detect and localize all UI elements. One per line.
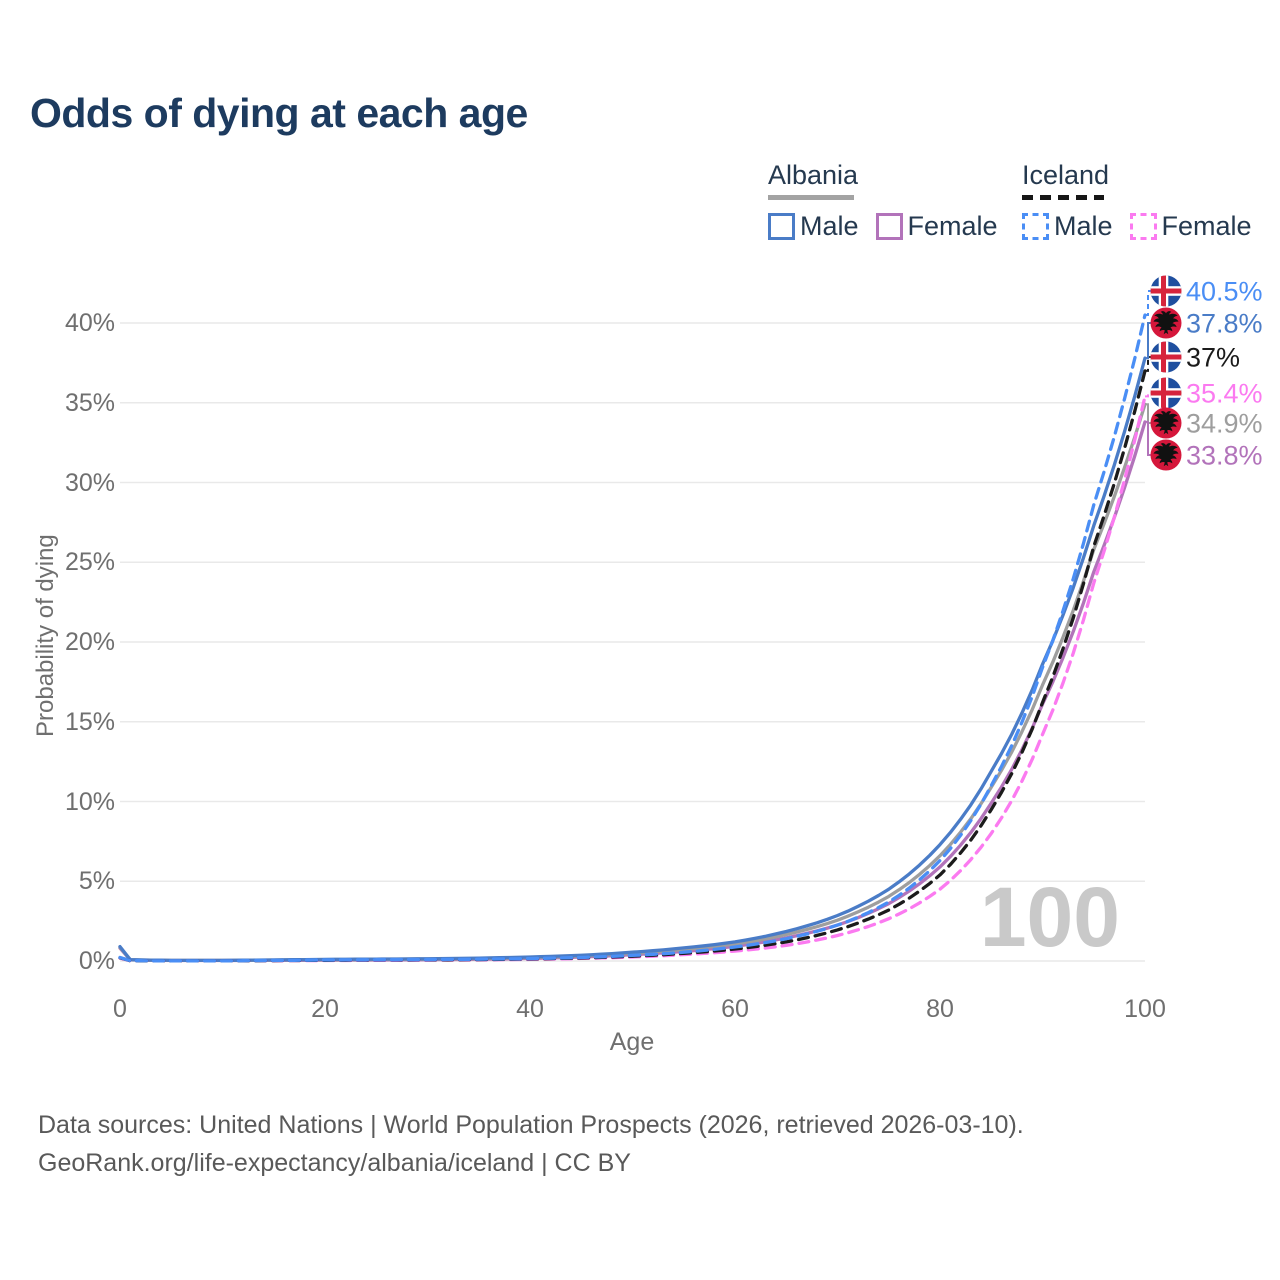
legend-item-albania-female[interactable]: Female <box>875 211 998 242</box>
iceland-flag-icon <box>1150 377 1182 409</box>
age-watermark: 100 <box>980 870 1120 964</box>
y-tick-label: 40% <box>64 309 115 337</box>
y-tick-label: 5% <box>78 867 115 896</box>
legend-item-iceland-female[interactable]: Female <box>1129 211 1252 242</box>
end-label-value: 37.8% <box>1186 309 1263 339</box>
albania-female-swatch-icon <box>875 213 903 240</box>
legend-country-albania: Albania <box>768 160 859 190</box>
page-title: Odds of dying at each age <box>30 90 528 136</box>
albania-flag-icon <box>1150 407 1182 439</box>
y-tick-label: 0% <box>78 947 115 975</box>
legend-country-iceland: Iceland <box>1022 160 1110 190</box>
legend-label-albania-female: Female <box>907 211 998 241</box>
iceland-male-swatch-icon <box>1022 213 1049 240</box>
end-label-connector <box>1145 420 1151 456</box>
footer-url: GeoRank.org/life-expectancy/albania/icel… <box>38 1149 631 1177</box>
x-tick-label: 20 <box>311 995 339 1023</box>
iceland-flag-icon <box>1150 275 1182 307</box>
legend-underline-iceland-dashed <box>1022 195 1104 200</box>
end-label-value: 40.5% <box>1186 277 1263 307</box>
y-tick-label: 20% <box>64 628 115 656</box>
end-label-connector <box>1145 290 1151 316</box>
footer: Data sources: United Nations | World Pop… <box>38 1106 1024 1182</box>
legend-label-iceland-male: Male <box>1054 211 1113 241</box>
x-tick-label: 40 <box>516 995 544 1023</box>
x-tick-label: 60 <box>721 995 749 1023</box>
iceland-flag-icon <box>1150 341 1182 373</box>
legend-label-iceland-female: Female <box>1161 211 1252 241</box>
end-label-connector <box>1145 356 1151 372</box>
end-label-value: 34.9% <box>1186 409 1263 439</box>
legend-item-iceland-male[interactable]: Male <box>1022 211 1113 242</box>
y-tick-label: 10% <box>64 787 115 816</box>
y-tick-label: 30% <box>64 468 115 497</box>
series-line-iceland-male <box>118 313 1147 963</box>
end-labels: 40.5%37.8% 37% 35.4%34.9%33.8% <box>1145 275 1263 471</box>
x-tick-label: 0 <box>113 995 127 1023</box>
end-label-value: 37% <box>1186 343 1240 373</box>
end-label-connector <box>1145 403 1151 424</box>
footer-sources: Data sources: United Nations | World Pop… <box>38 1111 1024 1139</box>
legend-item-albania-male[interactable]: Male <box>768 211 859 242</box>
gridlines <box>120 322 1145 962</box>
albania-flag-icon <box>1150 439 1182 471</box>
x-tick-label: 80 <box>926 995 954 1023</box>
y-tick-label: 25% <box>64 548 115 577</box>
end-label-connector <box>1145 392 1151 398</box>
iceland-female-swatch-icon <box>1129 213 1157 240</box>
y-tick-label: 15% <box>64 707 115 736</box>
x-axis-title: Age <box>609 1028 655 1056</box>
end-label-value: 35.4% <box>1186 379 1263 409</box>
x-tick-label: 100 <box>1124 995 1166 1023</box>
legend-label-albania-male: Male <box>800 211 859 241</box>
y-tick-label: 35% <box>64 388 115 417</box>
series-lines <box>118 313 1147 963</box>
legend-underline-albania-solid <box>768 195 854 200</box>
end-label-value: 33.8% <box>1186 441 1263 471</box>
albania-male-swatch-icon <box>768 213 795 240</box>
legend-group-iceland: Iceland Male Female <box>1022 160 1269 242</box>
end-label-connector <box>1145 322 1151 360</box>
legend-group-albania: Albania Male Female <box>768 160 1015 242</box>
albania-flag-icon <box>1150 307 1182 339</box>
